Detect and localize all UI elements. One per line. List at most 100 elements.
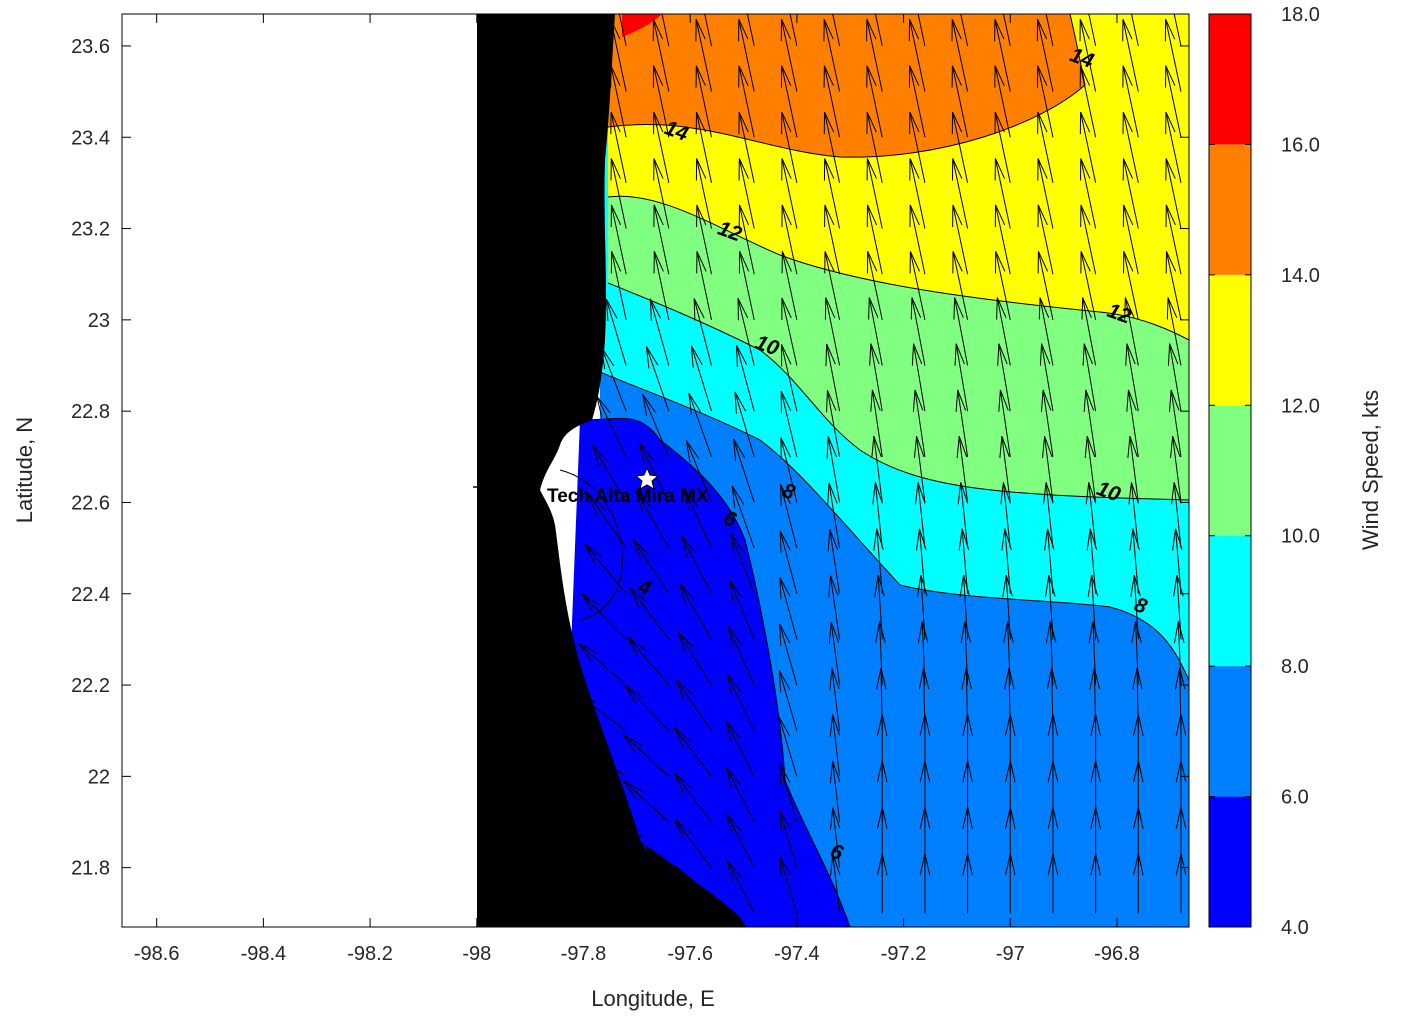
- wind-vector: [1049, 621, 1054, 686]
- wind-vector: [998, 343, 1011, 412]
- wind-vector-head: [1080, 251, 1091, 274]
- wind-vector: [1123, 251, 1139, 320]
- y-tick-label: 23.6: [71, 36, 110, 58]
- wind-speed-bands: [560, 14, 1189, 927]
- wind-vector: [823, 19, 841, 92]
- y-tick-label: 22.2: [71, 675, 110, 697]
- wind-vector-head: [683, 487, 698, 510]
- wind-vector: [683, 487, 712, 549]
- wind-vector-head: [1042, 436, 1053, 459]
- wind-vector-head: [825, 343, 836, 366]
- wind-vector: [661, 14, 670, 47]
- y-tick-label: 22.4: [71, 584, 110, 606]
- wind-vector-head: [1173, 621, 1185, 644]
- wind-vector: [600, 347, 627, 412]
- wind-vector: [870, 343, 883, 412]
- wind-vector-head: [1165, 251, 1177, 274]
- wind-vector-head: [632, 538, 650, 561]
- wind-vector: [1002, 482, 1011, 549]
- wind-vector: [1170, 389, 1182, 457]
- wind-vector: [994, 111, 1011, 184]
- wind-vector-head: [998, 389, 1009, 412]
- wind-vector: [781, 251, 798, 320]
- wind-vector-head: [1083, 389, 1095, 412]
- wind-vector: [781, 158, 798, 229]
- wind-vector-head: [956, 436, 968, 459]
- wind-vector-head: [866, 158, 877, 181]
- wind-vector: [624, 685, 670, 732]
- wind-vector-head: [623, 826, 644, 846]
- wind-vector: [920, 575, 926, 640]
- wind-vector-head: [1086, 528, 1098, 551]
- wind-vector: [961, 528, 969, 594]
- wind-vector-head: [733, 438, 746, 461]
- wind-vector-head: [826, 436, 838, 459]
- wind-vector-head: [649, 298, 662, 321]
- wind-vector-head: [780, 390, 792, 414]
- wind-vector: [789, 14, 798, 47]
- wind-vector: [781, 204, 798, 275]
- wind-vector-head: [866, 204, 878, 227]
- wind-vector: [996, 297, 1011, 366]
- wind-vector: [696, 204, 713, 275]
- y-tick-label: 23.2: [71, 219, 110, 241]
- wind-vector: [917, 482, 926, 549]
- wind-vector-head: [575, 692, 597, 711]
- wind-vector: [867, 204, 883, 275]
- wind-vector: [829, 575, 841, 640]
- wind-vector-head: [908, 65, 920, 88]
- wind-vector-head: [781, 344, 792, 367]
- wind-vector: [1037, 158, 1054, 229]
- wind-vector-head: [908, 19, 920, 42]
- wind-vector-head: [584, 543, 603, 564]
- station-marker: Tech Alta Mira MX: [547, 466, 709, 507]
- wind-vector: [610, 111, 627, 184]
- wind-vector: [1122, 111, 1139, 184]
- wind-vector: [779, 623, 798, 686]
- wind-vector: [695, 111, 713, 184]
- wind-vector-head: [951, 19, 962, 42]
- wind-vector: [695, 65, 713, 138]
- wind-vector: [735, 344, 755, 412]
- wind-vector: [1001, 436, 1011, 503]
- wind-vector-head: [866, 65, 877, 88]
- wind-vector: [952, 111, 969, 184]
- wind-vector-head: [823, 19, 834, 42]
- wind-vector: [1177, 621, 1182, 686]
- wind-vector-head: [610, 19, 621, 42]
- wind-vector: [726, 813, 755, 868]
- wind-vector-head: [996, 297, 1007, 320]
- colorbar-tick-label: 6.0: [1281, 787, 1309, 809]
- wind-vector-head: [1166, 297, 1178, 320]
- wind-vector: [1165, 158, 1182, 229]
- wind-vector-head: [873, 528, 884, 551]
- x-tick-label: -97.4: [774, 943, 820, 965]
- wind-vector: [1124, 297, 1139, 366]
- wind-vector: [1175, 528, 1182, 594]
- wind-vector: [653, 158, 670, 229]
- wind-vector-head: [1088, 621, 1100, 644]
- wind-vector-head: [653, 158, 664, 181]
- wind-vector-head: [622, 734, 643, 753]
- wind-vector-head: [909, 111, 920, 135]
- wind-vector: [909, 111, 926, 184]
- wind-vector: [781, 65, 798, 138]
- wind-vector: [1037, 251, 1054, 320]
- wind-vector-head: [1080, 158, 1091, 181]
- wind-vector: [825, 297, 841, 366]
- wind-vector: [1041, 343, 1054, 412]
- wind-vector: [738, 204, 755, 275]
- wind-vector-head: [909, 251, 920, 274]
- wind-vector: [994, 19, 1011, 92]
- wind-vector: [1122, 158, 1139, 229]
- wind-vector: [638, 442, 670, 503]
- wind-vector-head: [738, 251, 750, 274]
- wind-vector-head: [830, 853, 841, 877]
- wind-vector: [727, 626, 755, 686]
- wind-vector: [779, 856, 798, 914]
- x-tick-label: -97.6: [667, 943, 713, 965]
- wind-vector: [1165, 111, 1182, 184]
- wind-vector-head: [829, 668, 840, 691]
- wind-vector-head: [726, 673, 742, 696]
- wind-vector-head: [994, 204, 1006, 227]
